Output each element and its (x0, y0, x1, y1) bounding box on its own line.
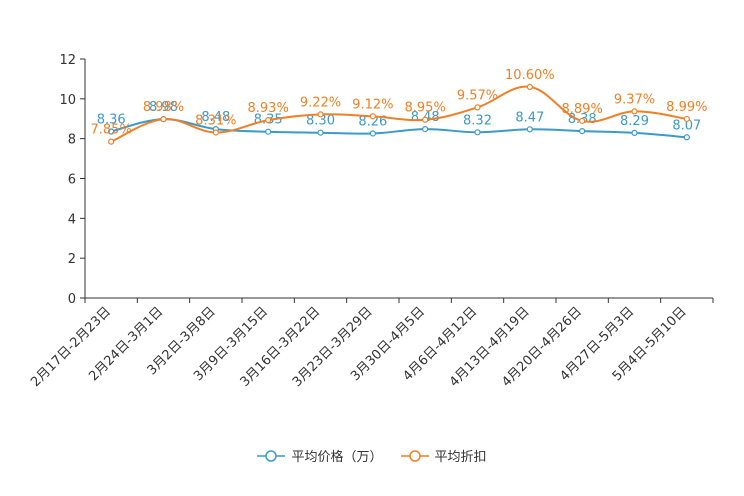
discount-data-point[interactable] (474, 104, 481, 111)
price-data-point[interactable] (474, 129, 481, 136)
discount-data-label: 8.95% (405, 101, 446, 116)
discount-data-point[interactable] (317, 111, 324, 118)
discount-data-label: 9.57% (457, 88, 498, 103)
discount-data-label: 9.22% (300, 95, 341, 110)
price-data-point[interactable] (369, 130, 376, 137)
price-data-label: 8.48 (201, 110, 230, 125)
y-tick-label: 12 (59, 53, 76, 68)
y-tick-label: 2 (68, 252, 76, 267)
discount-data-point[interactable] (683, 115, 690, 123)
y-tick-label: 0 (68, 292, 76, 307)
price-series-line (110, 118, 687, 139)
y-tick-label: 8 (68, 133, 76, 148)
legend-price-marker-icon (257, 449, 286, 462)
legend-item-price[interactable]: 平均价格（万） (257, 446, 383, 465)
legend-price-label: 平均价格（万） (291, 450, 383, 465)
legend-item-discount[interactable]: 平均折扣 (400, 446, 487, 465)
price-data-label: 8.07 (672, 118, 701, 133)
discount-data-label: 8.89% (562, 102, 603, 117)
price-data-point[interactable] (683, 134, 690, 141)
y-tick-label: 6 (68, 173, 76, 188)
discount-data-label: 8.93% (248, 101, 289, 116)
legend-discount-marker-icon (400, 449, 429, 462)
discount-data-label: 9.12% (352, 97, 393, 112)
price-data-point[interactable] (579, 127, 586, 135)
discount-data-point[interactable] (108, 138, 115, 145)
discount-data-label: 9.37% (614, 92, 655, 107)
legend-discount-label: 平均折扣 (434, 450, 487, 465)
price-data-point[interactable] (265, 128, 272, 135)
price-data-label: 8.30 (306, 114, 335, 129)
price-data-point[interactable] (317, 129, 324, 136)
discount-data-point[interactable] (160, 116, 167, 123)
price-data-label: 8.98 (149, 100, 178, 115)
discount-data-label: 7.85% (91, 123, 132, 138)
discount-data-point[interactable] (579, 117, 586, 125)
discount-data-point[interactable] (422, 116, 429, 123)
price-data-point[interactable] (422, 126, 429, 133)
discount-data-label: 8.31% (195, 113, 236, 128)
y-tick-label: 10 (59, 93, 76, 108)
discount-data-point[interactable] (265, 117, 272, 124)
discount-data-label: 8.99% (666, 100, 707, 115)
price-data-label: 8.26 (358, 114, 387, 129)
price-data-point[interactable] (526, 126, 533, 133)
legend: 平均价格（万） 平均折扣 (0, 446, 744, 465)
price-data-label: 8.29 (620, 114, 649, 129)
discount-data-label: 8.98% (143, 100, 184, 115)
price-data-point[interactable] (108, 128, 115, 135)
price-data-label: 8.36 (97, 112, 126, 127)
price-data-label: 8.47 (515, 110, 544, 125)
price-data-point[interactable] (631, 129, 638, 136)
discount-series-line (110, 85, 687, 143)
discount-data-point[interactable] (631, 108, 638, 115)
discount-data-point[interactable] (526, 83, 533, 90)
y-tick-label: 4 (68, 212, 76, 227)
discount-data-point[interactable] (212, 129, 219, 136)
price-data-label: 8.32 (463, 113, 492, 128)
discount-data-label: 10.60% (505, 68, 555, 83)
discount-data-point[interactable] (369, 113, 376, 120)
